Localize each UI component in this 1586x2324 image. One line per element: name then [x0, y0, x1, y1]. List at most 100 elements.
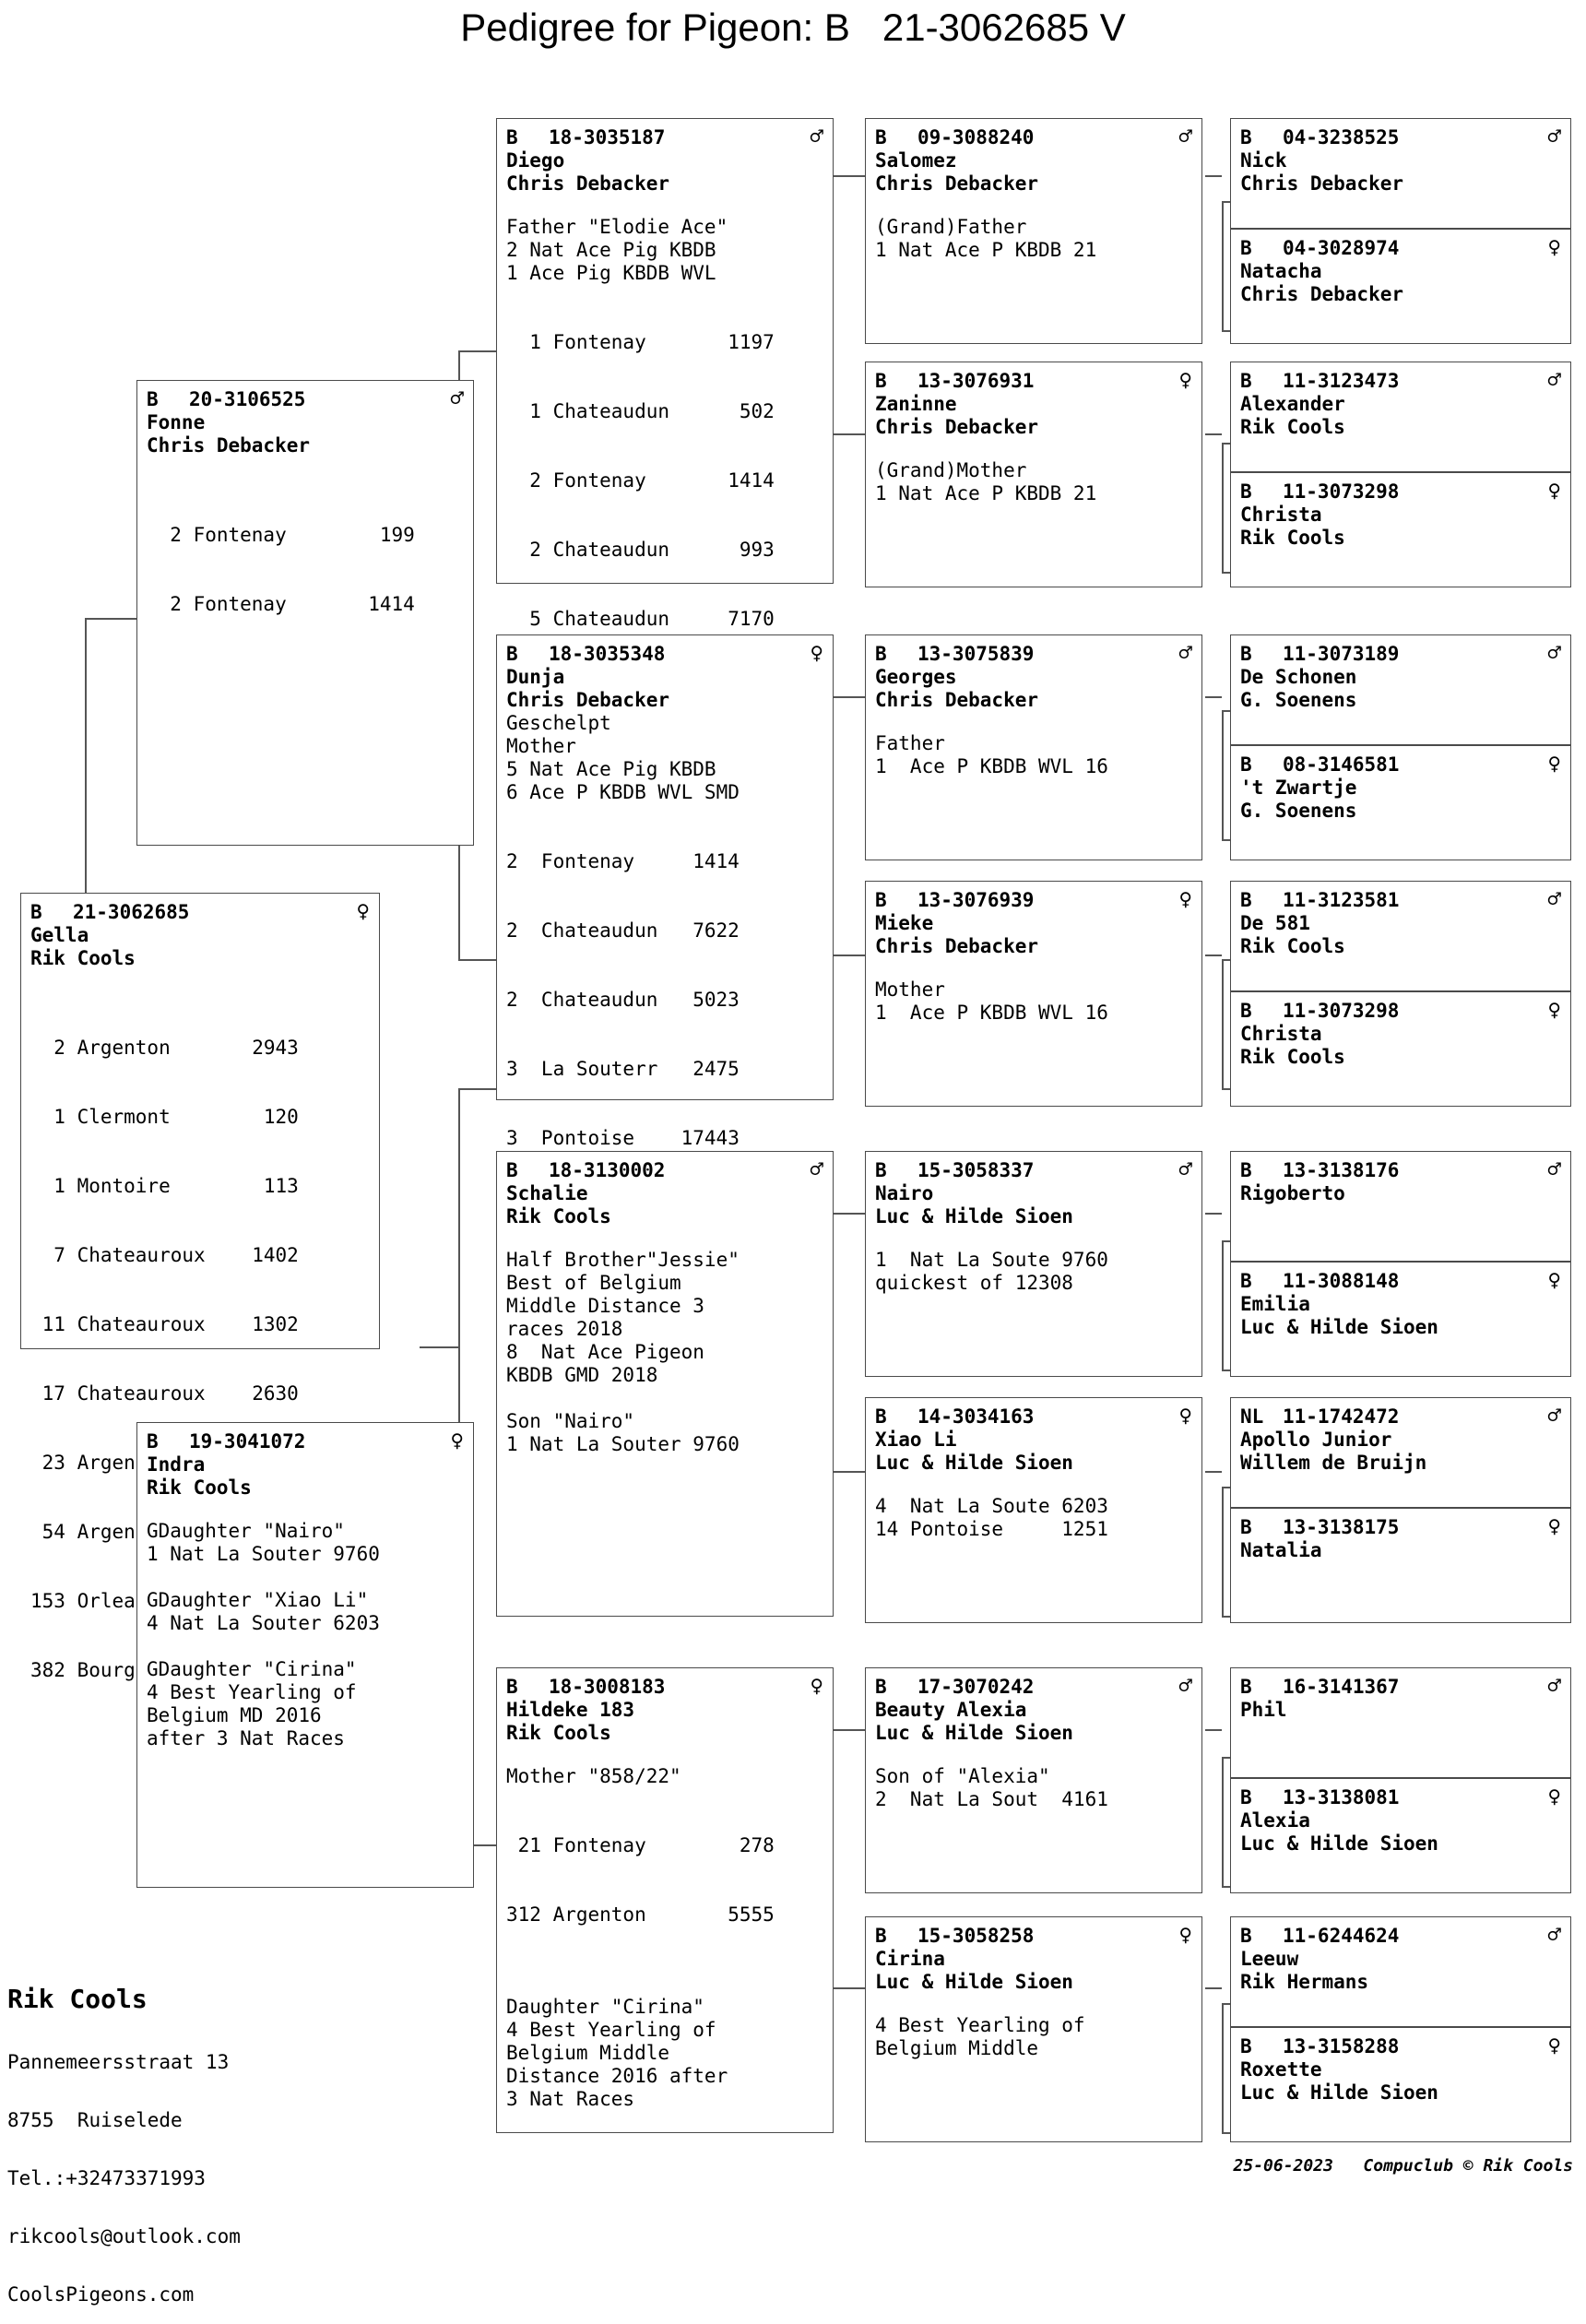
connector-gggp-e-vert: [1222, 1240, 1224, 1370]
breeder-website[interactable]: CoolsPigeons.com: [7, 2283, 195, 2306]
pigeon-name: 't Zwartje: [1240, 777, 1357, 799]
note-line: 1 Nat Ace P KBDB 21: [875, 482, 1097, 504]
connector-gggp-e-stem: [1205, 1213, 1222, 1215]
result-row: 7 Chateauroux 1402: [53, 1244, 299, 1266]
pigeon-box-gggp-b2[interactable]: B 11-3073298 ♀ Christa Rik Cools: [1230, 472, 1571, 587]
pigeon-box-ff[interactable]: B 18-3035187 ♂ Diego Chris Debacker Fath…: [496, 118, 834, 768]
connector-subject-father: [85, 618, 138, 620]
pigeon-box-mm[interactable]: B 18-3008183 ♀ Hildeke 183 Rik Cools Mot…: [496, 1667, 834, 2133]
note-line: Father "Elodie Ace": [506, 216, 728, 238]
note-line: 8 Nat Ace Pigeon: [506, 1341, 704, 1363]
note-line: Mother: [506, 735, 576, 757]
connector-gggp-d-vert: [1222, 959, 1224, 1088]
connector-gggp-b-stem: [1205, 433, 1222, 435]
ring-number: 11-3123581: [1283, 889, 1400, 911]
note-line: (Grand)Father: [875, 216, 1027, 238]
sex-icon: ♂: [450, 385, 464, 411]
pigeon-owner: Luc & Hilde Sioen: [875, 1205, 1073, 1227]
note-line: Distance 2016 after: [506, 2065, 728, 2087]
pigeon-box-gggp-c2[interactable]: B 08-3146581 ♀ 't Zwartje G. Soenens: [1230, 745, 1571, 860]
pigeon-owner: Luc & Hilde Sioen: [875, 1971, 1073, 1993]
pigeon-name: Natalia: [1240, 1539, 1322, 1561]
pigeon-name: Fonne: [147, 411, 206, 433]
pigeon-name: Dunja: [506, 666, 565, 688]
note-line: 4 Best Yearling of: [875, 2014, 1085, 2036]
pigeon-name: Zaninne: [875, 393, 957, 415]
connector-gggp-f-stem: [1205, 1471, 1222, 1473]
pigeon-box-gggp-e2[interactable]: B 11-3088148 ♀ Emilia Luc & Hilde Sioen: [1230, 1262, 1571, 1377]
ring-number: 20-3106525: [189, 388, 306, 410]
country-code: B: [875, 1676, 887, 1698]
connector-gggp-d-stem: [1205, 954, 1222, 956]
pigeon-box-fm[interactable]: B 18-3035348 ♀ Dunja Chris Debacker Gesc…: [496, 634, 834, 1218]
pigeon-name: Salomez: [875, 149, 957, 172]
pigeon-box-fmm[interactable]: B 13-3076939 ♀ Mieke Chris Debacker Moth…: [865, 881, 1202, 1107]
note-line: 4 Nat La Souter 6203: [147, 1612, 380, 1634]
country-code: B: [875, 1159, 887, 1181]
pigeon-box-mmf[interactable]: B 17-3070242 ♂ Beauty Alexia Luc & Hilde…: [865, 1667, 1202, 1893]
country-code: B: [506, 126, 518, 148]
pigeon-owner: Willem de Bruijn: [1240, 1452, 1427, 1474]
pigeon-box-gggp-a1[interactable]: B 04-3238525 ♂ Nick Chris Debacker: [1230, 118, 1571, 229]
ring-number: 09-3088240: [917, 126, 1035, 148]
result-row: 2 Fontenay 1414: [529, 469, 775, 492]
pigeon-box-gggp-d1[interactable]: B 11-3123581 ♂ De 581 Rik Cools: [1230, 881, 1571, 991]
result-row: 17 Chateauroux 2630: [41, 1382, 299, 1405]
note-line: Belgium Middle: [875, 2037, 1039, 2059]
pigeon-box-gggp-d2[interactable]: B 11-3073298 ♀ Christa Rik Cools: [1230, 991, 1571, 1107]
country-code: B: [1240, 480, 1252, 503]
pigeon-box-mff[interactable]: B 15-3058337 ♂ Nairo Luc & Hilde Sioen 1…: [865, 1151, 1202, 1377]
breeder-phone: Tel.:+32473371993: [7, 2167, 206, 2189]
ring-line: B 11-3123581 ♂: [1240, 888, 1561, 912]
breeder-block: Rik Cools Pannemeersstraat 13 8755 Ruise…: [7, 1948, 241, 2324]
ring-number: 13-3138175: [1283, 1516, 1400, 1538]
country-code: B: [1240, 1270, 1252, 1292]
pigeon-box-gggp-g1[interactable]: B 16-3141367 ♂ Phil: [1230, 1667, 1571, 1778]
connector-gggp-f-vert: [1222, 1487, 1224, 1616]
pigeon-box-fmf[interactable]: B 13-3075839 ♂ Georges Chris Debacker Fa…: [865, 634, 1202, 860]
country-code: B: [1240, 1786, 1252, 1808]
note-line: 5 Nat Ace Pig KBDB: [506, 758, 716, 780]
pigeon-box-gggp-f2[interactable]: B 13-3138175 ♀ Natalia: [1230, 1508, 1571, 1623]
note-line: GDaughter "Nairo": [147, 1520, 345, 1542]
ring-number: 11-6244624: [1283, 1925, 1400, 1947]
result-row: 2 Fontenay 199: [170, 524, 415, 546]
pigeon-box-gggp-e1[interactable]: B 13-3138176 ♂ Rigoberto: [1230, 1151, 1571, 1262]
country-code: B: [147, 388, 159, 410]
pigeon-box-gggp-h2[interactable]: B 13-3158288 ♀ Roxette Luc & Hilde Sioen: [1230, 2027, 1571, 2142]
pigeon-box-mmm[interactable]: B 15-3058258 ♀ Cirina Luc & Hilde Sioen …: [865, 1916, 1202, 2142]
pigeon-box-gggp-a2[interactable]: B 04-3028974 ♀ Natacha Chris Debacker: [1230, 229, 1571, 344]
pigeon-box-gggp-h1[interactable]: B 11-6244624 ♂ Leeuw Rik Hermans: [1230, 1916, 1571, 2027]
pigeon-box-gggp-g2[interactable]: B 13-3138081 ♀ Alexia Luc & Hilde Sioen: [1230, 1778, 1571, 1893]
pigeon-box-fff[interactable]: B 09-3088240 ♂ Salomez Chris Debacker (G…: [865, 118, 1202, 344]
connector-ff-up: [828, 175, 865, 177]
pigeon-box-father[interactable]: B 20-3106525 ♂ Fonne Chris Debacker 2 Fon…: [136, 380, 474, 846]
pigeon-name: Alexia: [1240, 1809, 1310, 1832]
pigeon-owner: Chris Debacker: [506, 172, 670, 195]
connector-mm-down: [828, 1987, 865, 1989]
connector-gggp-c-vert: [1222, 710, 1224, 839]
sex-icon: ♀: [450, 1428, 464, 1453]
note-line: 3 Nat Races: [506, 2088, 635, 2110]
note-line: [506, 1387, 823, 1410]
pigeon-name: Cirina: [875, 1948, 945, 1970]
pigeon-name: Christa: [1240, 504, 1322, 526]
pigeon-box-gggp-b1[interactable]: B 11-3123473 ♂ Alexander Rik Cools: [1230, 362, 1571, 472]
note-line: GDaughter "Xiao Li": [147, 1589, 369, 1611]
connector-ff-down: [828, 433, 865, 435]
pigeon-box-mfm[interactable]: B 14-3034163 ♀ Xiao Li Luc & Hilde Sioen…: [865, 1397, 1202, 1623]
connector-mother-down: [458, 1844, 504, 1846]
ring-number: 13-3075839: [917, 643, 1035, 665]
result-row: 2 Argenton 2943: [53, 1037, 299, 1059]
pigeon-box-gggp-c1[interactable]: B 11-3073189 ♂ De Schonen G. Soenens: [1230, 634, 1571, 745]
breeder-email[interactable]: rikcools@outlook.com: [7, 2225, 241, 2247]
sex-icon: ♂: [810, 124, 823, 149]
connector-gggp-c-stem: [1205, 696, 1222, 698]
result-row: 2 Chateaudun 7622: [506, 919, 740, 942]
pigeon-box-gggp-f1[interactable]: NL 11-1742472 ♂ Apollo Junior Willem de …: [1230, 1397, 1571, 1508]
pigeon-box-mother[interactable]: B 19-3041072 ♀ Indra Rik Cools GDaughter…: [136, 1422, 474, 1888]
sex-icon: ♂: [1178, 1156, 1192, 1182]
pigeon-box-mf[interactable]: B 18-3130002 ♂ Schalie Rik Cools Half Br…: [496, 1151, 834, 1617]
pigeon-box-ffm[interactable]: B 13-3076931 ♀ Zaninne Chris Debacker (G…: [865, 362, 1202, 587]
pigeon-box-subject[interactable]: B 21-3062685 ♀ Gella Rik Cools 2 Argenton…: [20, 893, 380, 1681]
